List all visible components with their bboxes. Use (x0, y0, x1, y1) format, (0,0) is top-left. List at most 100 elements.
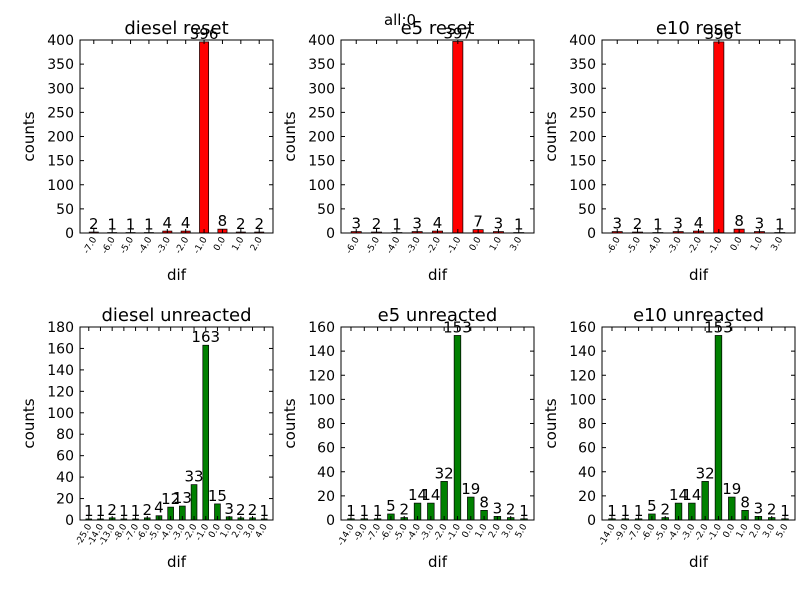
y-tick-label: 160 (47, 341, 74, 357)
y-tick-label: 140 (569, 344, 596, 360)
y-axis-label: counts (20, 111, 38, 161)
y-tick-label: 100 (47, 406, 74, 422)
bar-value-label: 1 (775, 216, 785, 234)
y-tick-label: 120 (308, 368, 335, 384)
bar-value-label: 8 (479, 493, 489, 511)
bar-value-label: 163 (191, 328, 220, 346)
y-tick-label: 200 (569, 130, 596, 146)
bar-value-label: 2 (236, 215, 246, 233)
bar (440, 481, 448, 521)
y-axis-label: counts (281, 111, 299, 161)
y-tick-label: 180 (47, 320, 74, 336)
y-tick-label: 0 (326, 513, 335, 529)
bar (714, 335, 723, 521)
y-tick-label: 200 (308, 130, 335, 146)
bar-value-label: 1 (514, 216, 524, 234)
y-tick-label: 40 (317, 465, 335, 481)
bar-value-label: 1 (621, 502, 631, 520)
bar-value-label: 2 (142, 501, 152, 519)
y-tick-label: 100 (47, 178, 74, 194)
y-tick-label: 350 (569, 57, 596, 73)
y-tick-label: 50 (317, 202, 335, 218)
y-tick-label: 120 (569, 368, 596, 384)
bar-value-label: 1 (119, 502, 129, 520)
bar-value-label: 4 (433, 214, 443, 232)
figure-suptitle: all:0 (384, 11, 416, 29)
y-tick-label: 300 (47, 81, 74, 97)
y-axis-label: counts (281, 398, 299, 448)
bar-value-label: 8 (740, 493, 750, 511)
bar-value-label: 1 (519, 502, 529, 520)
bar-value-label: 5 (386, 497, 396, 515)
bar-value-label: 1 (373, 502, 383, 520)
bar-value-label: 1 (392, 216, 402, 234)
y-tick-label: 0 (587, 513, 596, 529)
y-tick-label: 350 (47, 57, 74, 73)
y-tick-label: 150 (47, 154, 74, 170)
bar-value-label: 2 (506, 501, 516, 519)
bar-value-label: 1 (346, 502, 356, 520)
bar-value-label: 8 (218, 212, 228, 230)
x-axis-label: dif (167, 553, 187, 571)
y-tick-label: 50 (56, 202, 74, 218)
bar-value-label: 12 (161, 490, 180, 508)
bar (190, 484, 198, 521)
bar-value-label: 3 (224, 500, 234, 518)
y-tick-label: 20 (578, 489, 596, 505)
bar-value-label: 2 (248, 501, 258, 519)
bar-value-label: 4 (694, 214, 704, 232)
bar (701, 481, 709, 521)
bar-value-label: 32 (696, 464, 715, 482)
bar-value-label: 19 (722, 480, 741, 498)
y-tick-label: 80 (56, 427, 74, 443)
y-tick-label: 60 (317, 441, 335, 457)
y-tick-label: 140 (47, 363, 74, 379)
y-tick-label: 0 (65, 226, 74, 242)
bar-value-label: 15 (208, 487, 227, 505)
y-tick-label: 400 (308, 33, 335, 49)
y-tick-label: 150 (569, 154, 596, 170)
bar-value-label: 2 (399, 501, 409, 519)
y-tick-label: 50 (578, 202, 596, 218)
y-tick-label: 80 (317, 417, 335, 433)
bar-value-label: 1 (96, 502, 106, 520)
bar (452, 41, 464, 234)
y-tick-label: 100 (308, 178, 335, 194)
bar-value-label: 396 (190, 25, 219, 43)
bar-value-label: 1 (84, 502, 94, 520)
y-tick-label: 160 (569, 320, 596, 336)
axes-frame (79, 326, 274, 521)
chart-title: diesel unreacted (101, 305, 251, 326)
bar-value-label: 3 (493, 499, 503, 517)
y-tick-label: 100 (569, 178, 596, 194)
y-tick-label: 80 (578, 417, 596, 433)
y-tick-label: 20 (56, 492, 74, 508)
bar-value-label: 2 (372, 215, 382, 233)
y-tick-label: 0 (65, 513, 74, 529)
bar-value-label: 396 (704, 25, 733, 43)
bar-value-label: 1 (144, 216, 154, 234)
bar-value-label: 14 (669, 486, 688, 504)
x-axis-label: dif (428, 553, 448, 571)
y-tick-label: 20 (317, 489, 335, 505)
bar-value-label: 4 (163, 214, 173, 232)
y-tick-label: 250 (47, 105, 74, 121)
y-tick-label: 400 (569, 33, 596, 49)
bar-value-label: 1 (360, 502, 370, 520)
y-tick-label: 300 (569, 81, 596, 97)
bar-value-label: 397 (443, 24, 472, 42)
bar (713, 41, 725, 234)
bar-value-label: 2 (236, 501, 246, 519)
bar-value-label: 2 (89, 215, 99, 233)
y-tick-label: 60 (56, 449, 74, 465)
y-tick-label: 120 (47, 384, 74, 400)
y-axis-label: counts (20, 398, 38, 448)
bar-value-label: 1 (131, 502, 141, 520)
bar-value-label: 1 (653, 216, 663, 234)
bar-value-label: 2 (767, 501, 777, 519)
bar-value-label: 14 (421, 486, 440, 504)
bar-value-label: 13 (173, 489, 192, 507)
